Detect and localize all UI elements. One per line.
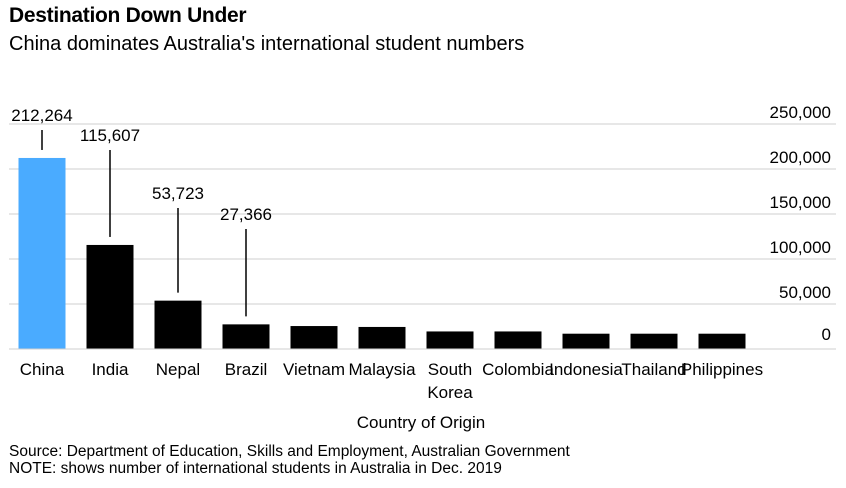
x-tick-label: Thailand (621, 360, 686, 379)
bar (86, 244, 134, 349)
y-tick-label: 200,000 (770, 148, 831, 167)
data-label: 27,366 (220, 205, 272, 224)
bar-chart: 0 50,000 100,000 150,000 200,000 250,000 China… (9, 103, 836, 432)
x-tick-label: Korea (427, 383, 473, 402)
x-tick-label: Vietnam (283, 360, 345, 379)
x-tick-label: South (428, 360, 472, 379)
chart-title: Destination Down Under (9, 4, 247, 27)
y-tick-label: 50,000 (779, 283, 831, 302)
bar (154, 300, 202, 349)
x-axis-title: Country of Origin (357, 413, 486, 432)
x-tick-label: Nepal (156, 360, 200, 379)
x-tick-label: Brazil (225, 360, 268, 379)
x-tick-label: China (20, 360, 65, 379)
bar (290, 326, 338, 349)
bar (494, 331, 542, 349)
y-tick-label: 250,000 (770, 103, 831, 122)
y-tick-label: 0 (822, 325, 831, 344)
y-tick-label: 150,000 (770, 193, 831, 212)
x-tick-label: Malaysia (348, 360, 416, 379)
bar (358, 326, 406, 349)
data-label: 212,264 (11, 106, 72, 125)
bar (562, 333, 610, 349)
source-note: Source: Department of Education, Skills … (9, 443, 570, 460)
y-tick-label: 100,000 (770, 238, 831, 257)
data-label: 53,723 (152, 184, 204, 203)
x-tick-label: Indonesia (549, 360, 623, 379)
bar (426, 331, 474, 349)
bar (222, 324, 270, 349)
bar (698, 333, 746, 349)
x-tick-label: Colombia (482, 360, 554, 379)
data-label: 115,607 (80, 126, 140, 145)
footnote: NOTE: shows number of international stud… (9, 460, 502, 477)
x-tick-label: Philippines (681, 360, 763, 379)
bar (18, 157, 66, 349)
chart-subtitle: China dominates Australia's internationa… (9, 33, 525, 55)
x-tick-label: India (92, 360, 129, 379)
bar (630, 333, 678, 349)
